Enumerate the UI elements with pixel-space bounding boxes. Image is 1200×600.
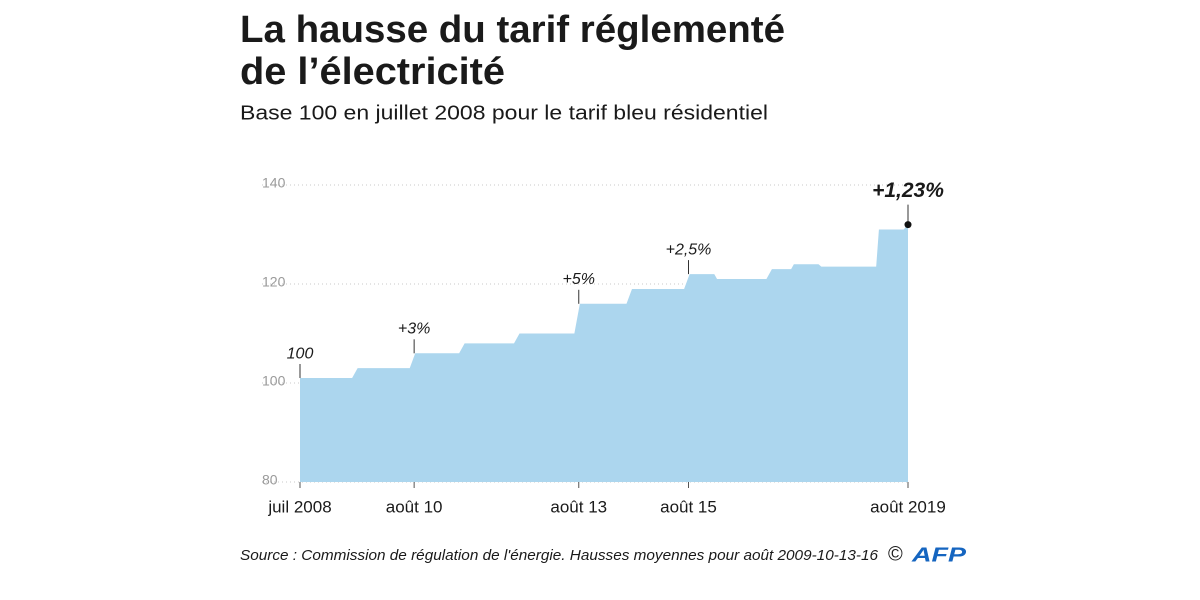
y-tick-label: 140	[262, 175, 286, 191]
annotation: +5%	[563, 271, 595, 288]
annotation: +1,23%	[872, 179, 944, 202]
y-tick-label: 120	[262, 274, 286, 290]
source-note: Source : Commission de régulation de l'é…	[240, 547, 879, 564]
annotation: 100	[287, 345, 314, 362]
area	[300, 224, 908, 482]
logo: AFP	[911, 544, 967, 566]
annotation-dot	[904, 221, 912, 229]
chart-title: de l’électricité	[240, 51, 505, 93]
chart-subtitle: Base 100 en juillet 2008 pour le tarif b…	[240, 102, 768, 124]
annotation: +3%	[398, 321, 430, 338]
x-tick-label: août 15	[660, 497, 717, 516]
x-tick-label: août 2019	[870, 497, 946, 516]
annotation: +2,5%	[666, 241, 712, 258]
x-tick-label: juil 2008	[267, 497, 331, 516]
chart-title: La hausse du tarif réglementé	[240, 9, 785, 51]
x-tick-label: août 13	[550, 497, 607, 516]
y-tick-label: 80	[262, 472, 278, 488]
credit: ©	[888, 543, 903, 565]
x-tick-label: août 10	[386, 497, 443, 516]
y-tick-label: 100	[262, 373, 286, 389]
